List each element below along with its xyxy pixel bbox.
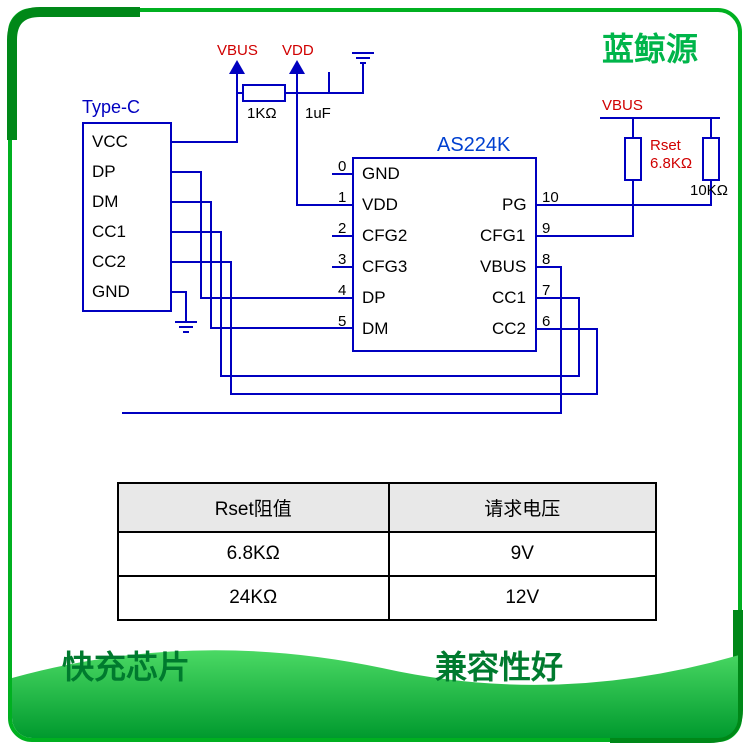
wire [172,201,212,203]
c1-value: 1uF [305,105,331,122]
wire [537,328,598,330]
wire [236,114,238,143]
vbus2-rail-label: VBUS [602,97,643,114]
wire [185,291,187,321]
as224k-pin-cc1: CC1 [492,288,526,308]
wire [200,171,202,299]
wire [230,393,598,395]
rset-label: Rset [650,137,681,154]
wire [560,266,562,414]
vbus-rail-label: VBUS [217,42,258,59]
vbus-arrow-icon [229,60,245,74]
wire [596,328,598,395]
typec-pin-cc1: CC1 [92,222,126,242]
table-header-voltage: 请求电压 [389,483,657,532]
rset-value: 6.8KΩ [650,155,692,172]
typec-pin-vcc: VCC [92,132,128,152]
as224k-pin-dm: DM [362,319,388,339]
wire [296,92,364,94]
chip-watermark: 快充芯片 [62,642,190,688]
wire [296,92,298,206]
table-cell: 12V [389,576,657,620]
typec-pin-cc2: CC2 [92,252,126,272]
wire [230,261,232,395]
typec-pin-dm: DM [92,192,118,212]
r10k-value: 10KΩ [690,182,728,199]
rset-voltage-table: Rset阻值 请求电压 6.8KΩ 9V 24KΩ 12V [117,482,657,621]
vdd-rail-label: VDD [282,42,314,59]
wire [537,297,580,299]
wire [600,117,720,119]
resistor-1k [242,84,286,102]
as224k-pin-pg: PG [502,195,527,215]
typec-pin-dp: DP [92,162,116,182]
wire [537,266,562,268]
wire [236,74,238,114]
table-cell: 24KΩ [118,576,389,620]
wire [172,231,222,233]
wire [220,231,222,377]
as224k-pin-vdd: VDD [362,195,398,215]
as224k-pin-vbus: VBUS [480,257,526,277]
as224k-pin-cfg2: CFG2 [362,226,407,246]
table-row: 24KΩ 12V [118,576,656,620]
wire [172,141,238,143]
as224k-pin-dp: DP [362,288,386,308]
table-cell: 6.8KΩ [118,532,389,576]
r1-value: 1KΩ [247,105,277,122]
wire [710,117,712,137]
product-frame: 蓝鲸源 Type-C VCC DP DM CC1 CC2 GND AS224K … [8,8,742,742]
wire [632,117,634,137]
resistor-10k [702,137,720,181]
wire [200,297,352,299]
wire [332,173,352,175]
table-header-rset: Rset阻值 [118,483,389,532]
typec-pin-gnd: GND [92,282,130,302]
wire [220,375,580,377]
wire [296,204,352,206]
brand-watermark: 蓝鲸源 [602,24,698,70]
wire [578,297,580,377]
wire [362,64,364,92]
as224k-pin-gnd: GND [362,164,400,184]
typec-title: Type-C [82,97,140,118]
wire [172,171,202,173]
vdd-arrow-icon [289,60,305,74]
table-row: 6.8KΩ 9V [118,532,656,576]
as224k-pin-cc2: CC2 [492,319,526,339]
wire [537,204,712,206]
wire [172,261,232,263]
wire [332,235,352,237]
circuit-schematic: Type-C VCC DP DM CC1 CC2 GND AS224K GND … [42,42,708,422]
wire [537,235,634,237]
wire [210,201,212,329]
resistor-rset [624,137,642,181]
wire [632,181,634,237]
as224k-pin-cfg3: CFG3 [362,257,407,277]
compat-watermark: 兼容性好 [435,642,563,688]
wire [332,266,352,268]
as224k-pin-cfg1: CFG1 [480,226,525,246]
table-cell: 9V [389,532,657,576]
wire [122,412,562,414]
as224k-title: AS224K [437,134,510,157]
wire [296,74,298,92]
wire [236,92,244,94]
